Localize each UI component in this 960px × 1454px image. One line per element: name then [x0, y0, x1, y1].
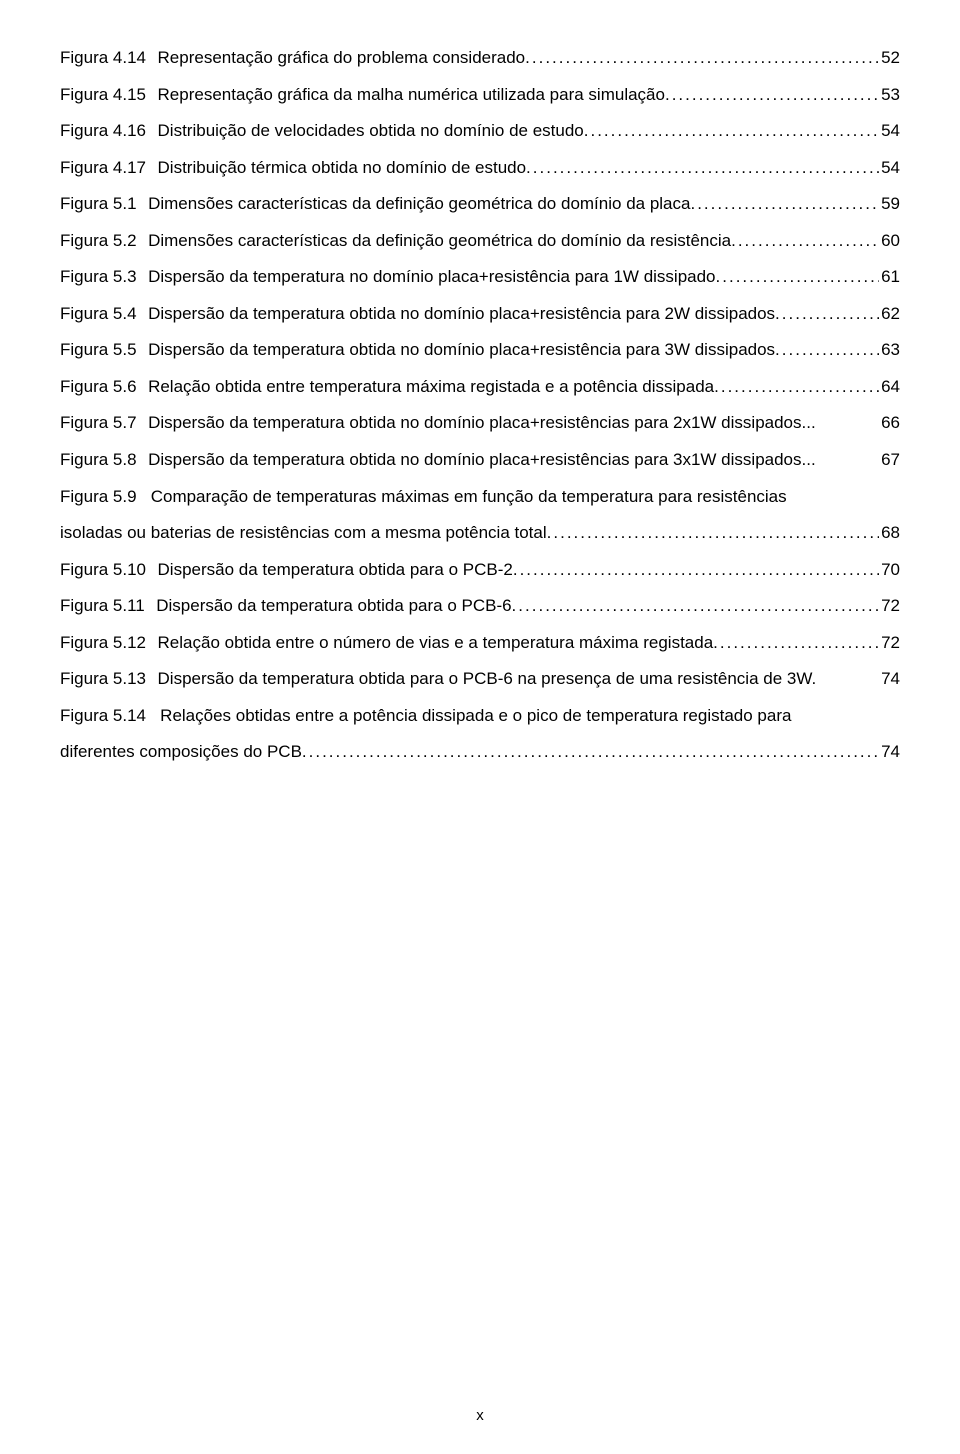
lof-entry: Figura 4.16 Distribuição de velocidades …: [60, 113, 900, 150]
leader-dots: [782, 296, 879, 333]
figure-description: Dispersão da temperatura obtida no domín…: [143, 442, 806, 479]
figure-label-and-desc: Figura 5.14 Relações obtidas entre a pot…: [60, 698, 791, 735]
lof-entry: Figura 4.17 Distribuição térmica obtida …: [60, 150, 900, 187]
figure-label: Figura 4.15: [60, 77, 146, 114]
page-number: 53: [881, 77, 900, 114]
figure-label: Figura 5.1: [60, 186, 137, 223]
figure-label: Figura 4.16: [60, 113, 146, 150]
page-number: 74: [881, 661, 900, 698]
page-number: 59: [881, 186, 900, 223]
page-number: 54: [881, 150, 900, 187]
figure-label: Figura 5.3: [60, 259, 137, 296]
figure-label: Figura 5.5: [60, 332, 137, 369]
page-number: 70: [881, 552, 900, 589]
page-number: 60: [881, 223, 900, 260]
figure-label-and-desc: Figura 5.9 Comparação de temperaturas má…: [60, 479, 787, 516]
figure-description: Dimensões características da definição g…: [143, 186, 695, 223]
page-number: 64: [881, 369, 900, 406]
leader-dots: [721, 369, 879, 406]
page-number: 72: [881, 588, 900, 625]
lof-entry: Figura 5.8 Dispersão da temperatura obti…: [60, 442, 900, 479]
page-number: 74: [881, 734, 900, 771]
figure-description: Relação obtida entre temperatura máxima …: [143, 369, 719, 406]
figure-label: Figura 5.2: [60, 223, 137, 260]
figure-description: Representação gráfica do problema consid…: [153, 40, 530, 77]
lof-entry: Figura 5.6 Relação obtida entre temperat…: [60, 369, 900, 406]
figure-label: Figura 5.8: [60, 442, 137, 479]
figure-description: Dimensões características da definição g…: [143, 223, 735, 260]
lof-entry: Figura 4.14 Representação gráfica do pro…: [60, 40, 900, 77]
figure-description: Representação gráfica da malha numérica …: [153, 77, 670, 114]
figure-label: Figura 5.13: [60, 661, 146, 698]
figure-description: Dispersão da temperatura obtida no domín…: [143, 296, 779, 333]
lof-entry: Figura 5.10 Dispersão da temperatura obt…: [60, 552, 900, 589]
figure-description: Dispersão da temperatura obtida no domín…: [143, 332, 779, 369]
lof-entry: Figura 5.11 Dispersão da temperatura obt…: [60, 588, 900, 625]
leader-dots: ..: [806, 442, 815, 479]
figure-label: Figura 4.14: [60, 40, 146, 77]
figure-description: Dispersão da temperatura obtida no domín…: [143, 405, 806, 442]
page-number: 66: [881, 405, 900, 442]
leader-dots: [532, 40, 879, 77]
leader-dots: [720, 625, 879, 662]
leader-dots: ..: [806, 405, 815, 442]
lof-entry: Figura 5.4 Dispersão da temperatura obti…: [60, 296, 900, 333]
figure-description-cont: diferentes composições do PCB.: [60, 734, 307, 771]
page-number: 67: [881, 442, 900, 479]
figure-label: Figura 4.17: [60, 150, 146, 187]
lof-entry-multiline: Figura 5.9 Comparação de temperaturas má…: [60, 479, 900, 552]
lof-entry: Figura 5.13 Dispersão da temperatura obt…: [60, 661, 900, 698]
leader-dots: [309, 734, 879, 771]
leader-dots: [590, 113, 879, 150]
leader-dots: [722, 259, 879, 296]
figure-description: Dispersão da temperatura no domínio plac…: [143, 259, 720, 296]
figure-description: Relação obtida entre o número de vias e …: [153, 625, 718, 662]
figure-description-cont: isoladas ou baterias de resistências com…: [60, 515, 551, 552]
lof-entry: Figura 5.2 Dimensões características da …: [60, 223, 900, 260]
figure-description: Dispersão da temperatura obtida para o P…: [153, 661, 816, 698]
figure-description: Distribuição térmica obtida no domínio d…: [153, 150, 531, 187]
figure-label: Figura 5.7: [60, 405, 137, 442]
leader-dots: [782, 332, 879, 369]
figure-description: Distribuição de velocidades obtida no do…: [153, 113, 589, 150]
figure-label: Figura 5.11: [60, 588, 145, 625]
figure-description: Dispersão da temperatura obtida para o P…: [153, 552, 518, 589]
lof-entry: Figura 5.1 Dimensões características da …: [60, 186, 900, 223]
leader-dots: [533, 150, 879, 187]
page-number: 62: [881, 296, 900, 333]
figure-label: Figura 5.12: [60, 625, 146, 662]
page-number: 52: [881, 40, 900, 77]
lof-entry-multiline: Figura 5.14 Relações obtidas entre a pot…: [60, 698, 900, 771]
figure-label: Figura 5.4: [60, 296, 137, 333]
page-number: 61: [881, 259, 900, 296]
lof-entry: Figura 5.3 Dispersão da temperatura no d…: [60, 259, 900, 296]
page-number: 68: [881, 515, 900, 552]
page-number: 54: [881, 113, 900, 150]
figure-label: Figura 5.10: [60, 552, 146, 589]
page-number: 72: [881, 625, 900, 662]
page-number: 63: [881, 332, 900, 369]
page-footer: x: [0, 1407, 960, 1424]
lof-entry: Figura 5.7 Dispersão da temperatura obti…: [60, 405, 900, 442]
leader-dots: [520, 552, 880, 589]
lof-entry: Figura 5.5 Dispersão da temperatura obti…: [60, 332, 900, 369]
figure-description: Dispersão da temperatura obtida para o P…: [152, 588, 517, 625]
lof-entry: Figura 5.12 Relação obtida entre o númer…: [60, 625, 900, 662]
leader-dots: [738, 223, 879, 260]
lof-entry: Figura 4.15 Representação gráfica da mal…: [60, 77, 900, 114]
list-of-figures: Figura 4.14 Representação gráfica do pro…: [60, 40, 900, 771]
leader-dots: [697, 186, 879, 223]
leader-dots: [518, 588, 879, 625]
figure-label: Figura 5.6: [60, 369, 137, 406]
leader-dots: [553, 515, 879, 552]
leader-dots: [672, 77, 879, 114]
